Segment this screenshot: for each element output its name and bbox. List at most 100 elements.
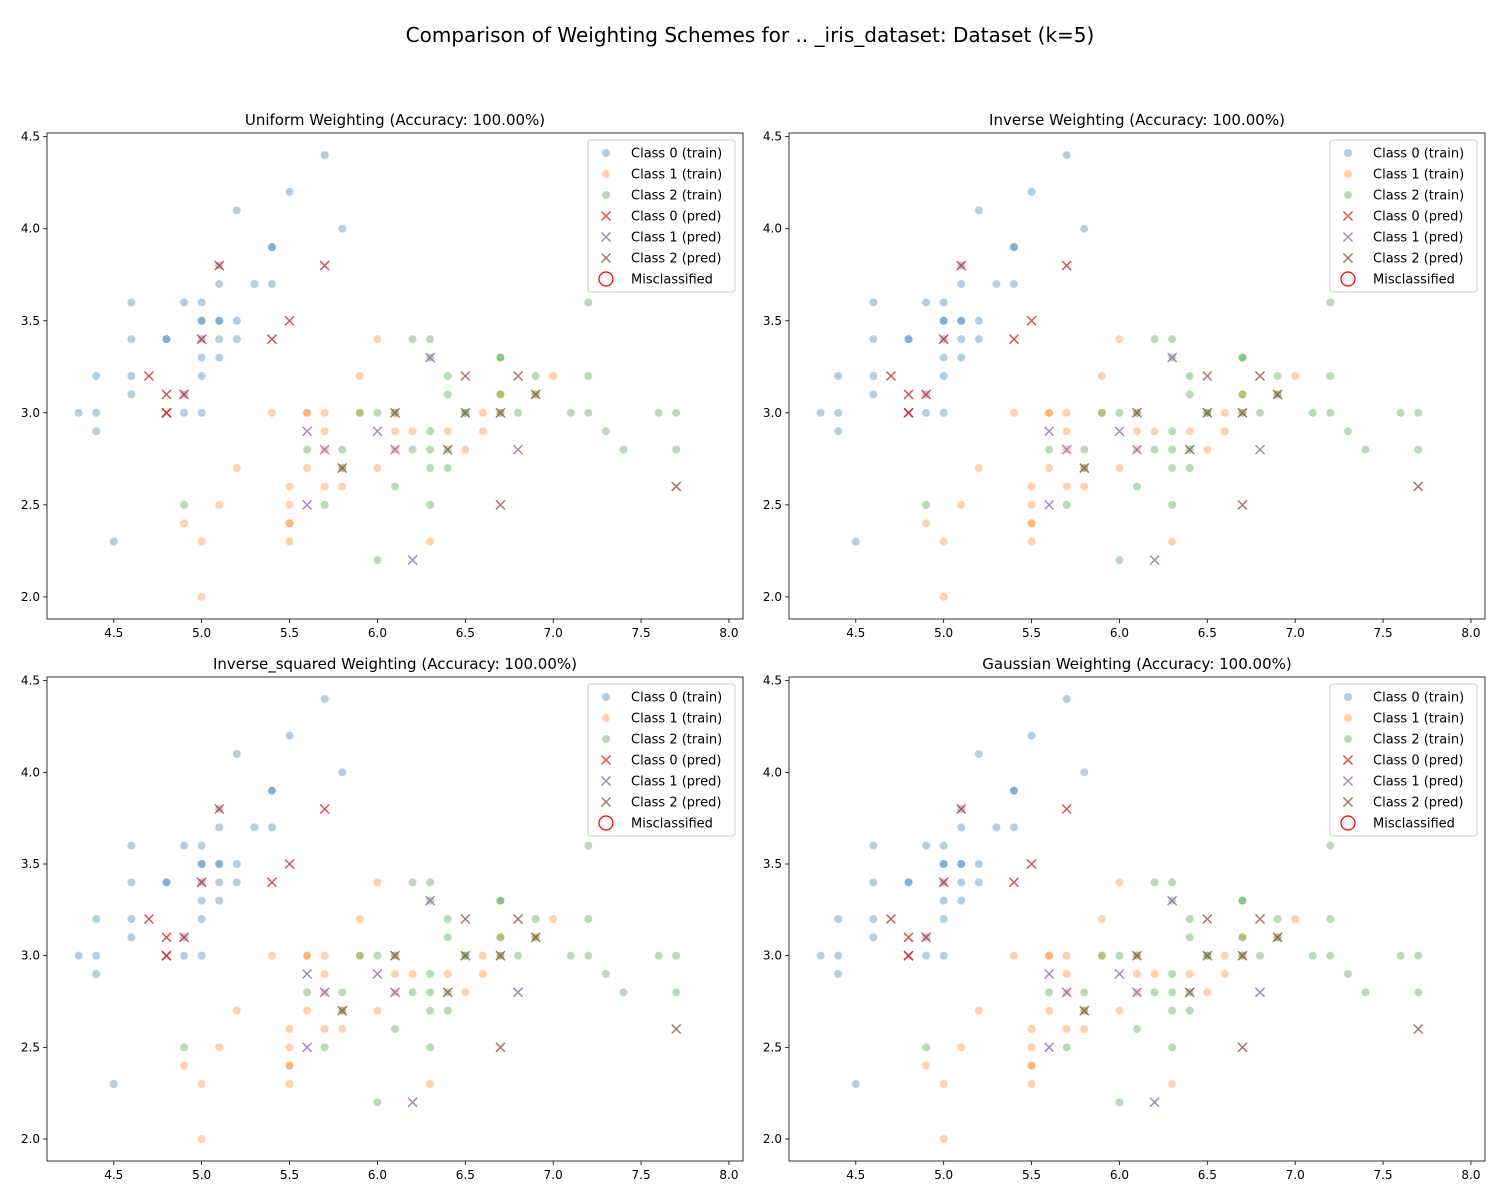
train-point — [285, 519, 294, 528]
y-tick-label: 4.0 — [763, 765, 782, 779]
train-point — [1115, 464, 1124, 473]
x-tick-label: 7.0 — [1286, 1168, 1305, 1182]
train-point — [320, 695, 329, 703]
train-point — [355, 915, 364, 923]
pred-point — [1237, 1042, 1248, 1053]
train-point — [904, 878, 913, 887]
train-point — [285, 187, 294, 196]
train-point — [1009, 243, 1018, 252]
train-point — [1080, 988, 1089, 997]
train-point — [904, 335, 913, 344]
pred-point — [266, 877, 278, 888]
train-point — [215, 1043, 224, 1052]
pred-point — [1167, 895, 1178, 906]
train-point — [584, 915, 593, 923]
y-tick-label: 3.0 — [21, 949, 40, 963]
train-point — [92, 408, 101, 417]
train-point — [215, 353, 224, 362]
train-point — [1115, 1006, 1124, 1015]
train-point — [373, 464, 382, 473]
legend-marker — [1342, 231, 1354, 243]
pred-point — [302, 1042, 313, 1053]
train-point — [1326, 408, 1335, 417]
train-point — [584, 951, 593, 960]
pred-point — [460, 407, 471, 418]
train-point — [1062, 427, 1071, 436]
pred-point — [337, 1005, 348, 1016]
legend-label: Class 0 (pred) — [631, 210, 721, 225]
legend-marker — [600, 252, 612, 264]
train-point — [514, 408, 523, 417]
train-point — [834, 408, 843, 417]
train-point — [1062, 1025, 1071, 1033]
train-point — [1326, 951, 1335, 960]
legend-label: Class 0 (pred) — [1373, 210, 1463, 225]
train-point — [1045, 445, 1054, 454]
legend-label: Class 1 (pred) — [1373, 231, 1463, 246]
train-point — [654, 408, 663, 417]
pred-point — [1044, 499, 1055, 510]
train-point — [957, 823, 966, 832]
y-tick-label: 3.5 — [21, 857, 40, 871]
train-point — [426, 970, 435, 978]
train-point — [443, 1006, 452, 1015]
pred-point — [1114, 968, 1125, 980]
train-point — [957, 1043, 966, 1052]
train-point — [939, 316, 948, 325]
pred-point — [1044, 1042, 1055, 1053]
train-point — [478, 408, 487, 417]
train-point — [1080, 768, 1089, 777]
pred-point — [319, 444, 330, 455]
x-tick-label: 7.5 — [1374, 626, 1393, 640]
train-point — [1133, 1025, 1141, 1033]
train-point — [443, 970, 452, 978]
legend-label: Class 0 (train) — [1373, 147, 1464, 162]
train-point — [355, 951, 364, 960]
train-point — [1414, 408, 1423, 417]
train-point — [531, 915, 540, 923]
train-point — [285, 519, 294, 528]
train-point — [584, 298, 593, 307]
pred-point — [512, 913, 524, 925]
x-tick-label: 7.5 — [632, 626, 651, 640]
train-point — [1097, 372, 1106, 380]
y-tick-label: 2.0 — [21, 1132, 40, 1146]
x-tick-label: 4.5 — [104, 626, 123, 640]
train-point — [566, 951, 575, 960]
train-point — [408, 427, 417, 436]
train-point — [373, 335, 382, 344]
pred-point — [1413, 481, 1424, 492]
train-point — [1168, 1080, 1177, 1088]
train-point — [1062, 1043, 1071, 1052]
pred-point — [512, 444, 524, 455]
legend-label: Class 0 (pred) — [1373, 754, 1463, 769]
train-point — [531, 372, 540, 380]
panel-title: Uniform Weighting (Accuracy: 100.00%) — [245, 111, 545, 129]
legend-label: Class 1 (pred) — [1373, 775, 1463, 790]
train-point — [1097, 951, 1106, 960]
pred-point — [1184, 987, 1195, 998]
train-point — [1185, 915, 1194, 923]
train-point — [285, 731, 294, 740]
pred-point — [671, 481, 682, 492]
train-point — [869, 933, 878, 942]
pred-point — [161, 407, 172, 418]
train-point — [320, 408, 329, 417]
train-point — [1238, 390, 1247, 399]
train-point — [584, 841, 593, 850]
pred-point — [442, 987, 453, 998]
train-point — [939, 860, 948, 868]
pred-point — [179, 932, 190, 943]
train-point — [1168, 970, 1177, 978]
train-point — [1168, 1006, 1177, 1015]
train-point — [601, 970, 610, 978]
train-point — [373, 1098, 382, 1107]
train-point — [408, 335, 417, 344]
train-point — [1027, 187, 1036, 196]
train-point — [1414, 445, 1423, 454]
train-point — [957, 896, 966, 905]
train-point — [1027, 537, 1036, 546]
train-point — [939, 951, 948, 960]
train-point — [992, 823, 1001, 832]
